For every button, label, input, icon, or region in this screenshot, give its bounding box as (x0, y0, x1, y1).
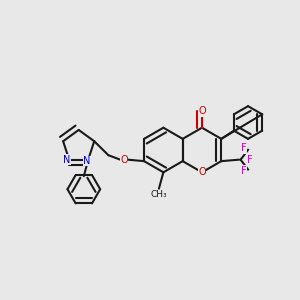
Text: CH₃: CH₃ (151, 190, 167, 199)
Text: O: O (120, 155, 128, 165)
Text: F: F (247, 155, 252, 165)
Text: F: F (241, 143, 246, 153)
Text: O: O (198, 167, 206, 177)
Text: N: N (63, 154, 70, 164)
Text: F: F (241, 166, 246, 176)
Text: N: N (83, 156, 91, 166)
Text: O: O (198, 106, 206, 116)
